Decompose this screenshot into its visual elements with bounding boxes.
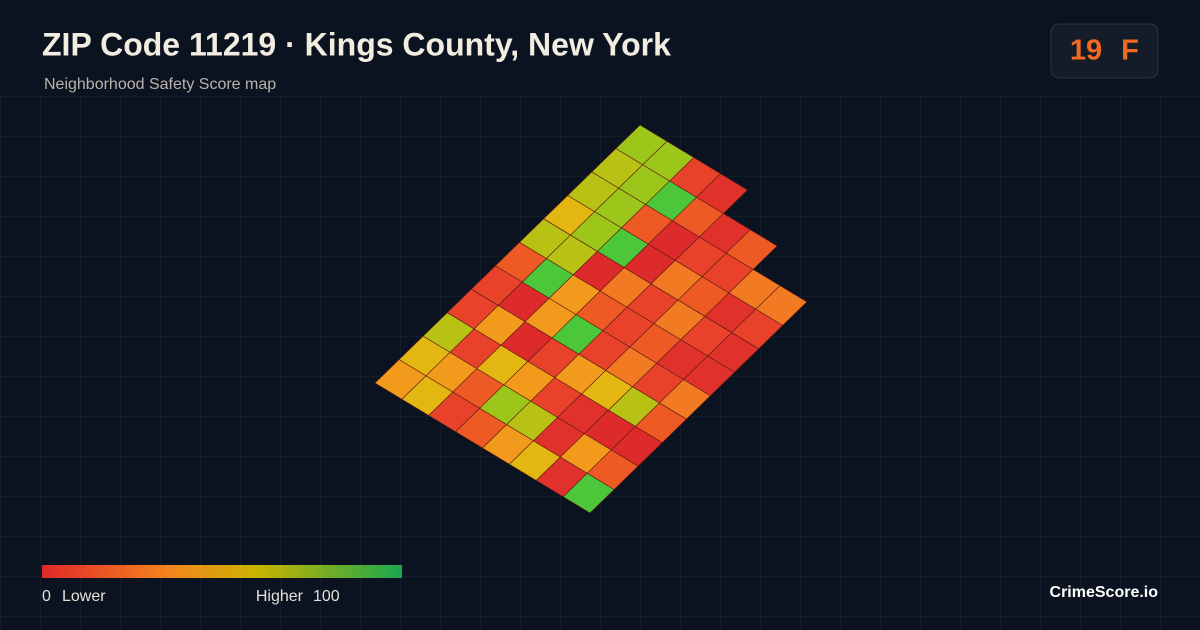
title: ZIP Code 11219 · Kings County, New York: [42, 26, 671, 62]
legend-max-label: Higher: [256, 588, 304, 605]
map-block: [725, 229, 778, 270]
legend-min: 0: [42, 588, 51, 605]
legend-max: 100: [313, 588, 340, 605]
score-grade: F: [1121, 35, 1139, 67]
brand: CrimeScore.io: [1050, 584, 1159, 601]
map-block: [755, 285, 808, 326]
legend-bar: [42, 565, 402, 578]
score-value: 19: [1070, 35, 1102, 67]
map: [374, 124, 808, 514]
legend-min-label: Lower: [62, 588, 106, 605]
score-badge: [1050, 23, 1159, 79]
subtitle: Neighborhood Safety Score map: [44, 76, 276, 93]
map-block: [696, 173, 748, 214]
